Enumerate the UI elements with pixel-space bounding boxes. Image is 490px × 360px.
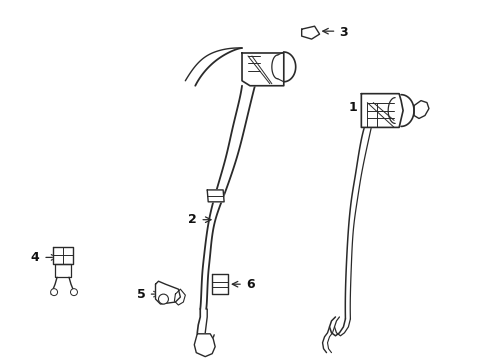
Polygon shape — [207, 190, 224, 202]
Text: 6: 6 — [246, 278, 255, 291]
Text: 5: 5 — [137, 288, 146, 301]
Polygon shape — [55, 264, 71, 277]
Text: 4: 4 — [30, 251, 39, 264]
Polygon shape — [361, 94, 403, 127]
Polygon shape — [195, 334, 215, 357]
Polygon shape — [414, 100, 429, 118]
Polygon shape — [242, 53, 284, 86]
Circle shape — [50, 289, 57, 296]
Polygon shape — [174, 289, 185, 305]
Polygon shape — [155, 281, 180, 304]
Circle shape — [158, 294, 169, 304]
Text: 2: 2 — [188, 213, 196, 226]
Polygon shape — [302, 26, 319, 39]
Polygon shape — [53, 247, 73, 264]
Polygon shape — [212, 274, 228, 294]
Text: 3: 3 — [340, 26, 348, 39]
Circle shape — [71, 289, 77, 296]
Text: 1: 1 — [348, 101, 357, 114]
